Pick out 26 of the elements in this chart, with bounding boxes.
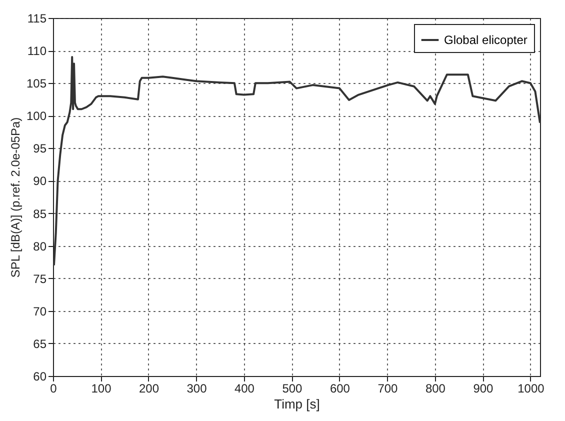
y-tick-label: 75: [33, 272, 47, 286]
x-tick-label: 500: [282, 382, 303, 396]
y-tick-label: 95: [33, 142, 47, 156]
x-tick-label: 800: [425, 382, 446, 396]
x-tick-label: 200: [138, 382, 160, 396]
x-tick-label: 700: [378, 382, 398, 396]
y-tick-label: 110: [27, 44, 47, 58]
y-tick-label: 100: [26, 109, 47, 124]
y-tick-label: 90: [33, 174, 47, 188]
legend-label: Global elicopter: [444, 33, 528, 47]
x-tick-label: 400: [234, 382, 255, 396]
y-tick-label: 60: [33, 370, 47, 384]
x-tick-label: 100: [91, 382, 112, 396]
y-tick-label: 65: [33, 336, 47, 351]
x-tick-label: 0: [50, 382, 58, 396]
y-tick-label: 80: [33, 239, 47, 254]
y-tick-label: 105: [26, 76, 47, 91]
y-axis-title: SPL [dB(A)] (p.ref. 2.0e-05Pa): [8, 117, 22, 278]
x-tick-label: 300: [186, 382, 208, 396]
x-tick-label: 600: [330, 382, 350, 396]
x-axis-title: Timp [s]: [274, 396, 320, 412]
x-tick-label: 1000: [518, 382, 545, 396]
x-tick-label: 900: [473, 382, 494, 396]
y-tick-label: 115: [27, 12, 47, 26]
y-tick-label: 70: [33, 304, 47, 318]
y-tick-label: 85: [33, 206, 47, 221]
